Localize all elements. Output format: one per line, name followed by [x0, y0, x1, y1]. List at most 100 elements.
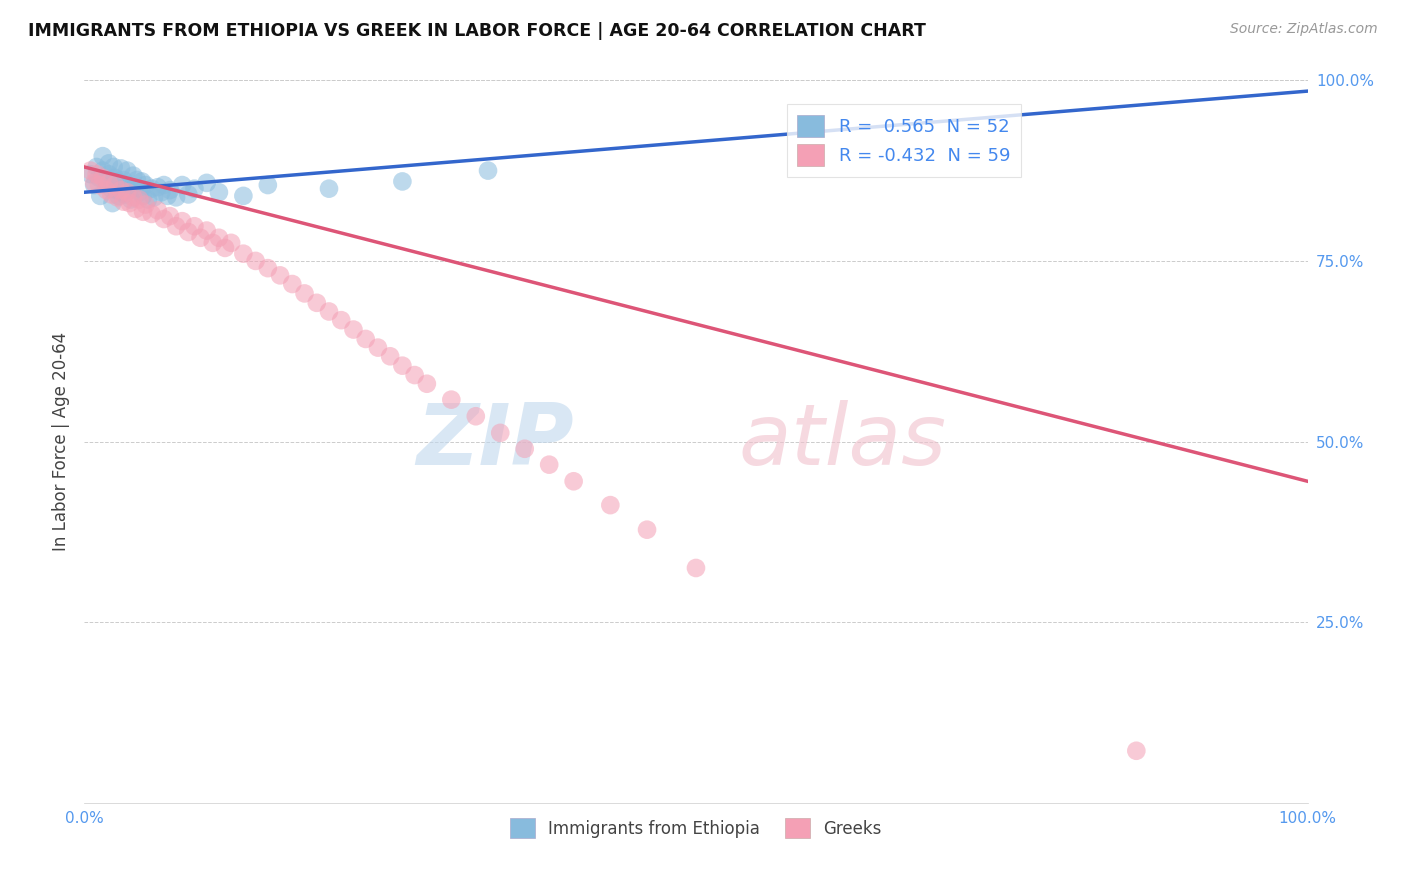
Point: [257, 178, 280, 192]
Point: [159, 183, 181, 197]
Point: [294, 286, 316, 301]
Point: [105, 174, 128, 188]
Point: [135, 197, 157, 211]
Point: [91, 149, 114, 163]
Point: [97, 176, 120, 190]
Point: [416, 376, 439, 391]
Point: [105, 190, 128, 204]
Point: [141, 182, 163, 196]
Point: [87, 178, 110, 192]
Point: [100, 187, 122, 202]
Point: [128, 193, 150, 207]
Point: [122, 190, 145, 204]
Point: [96, 183, 118, 197]
Text: atlas: atlas: [738, 400, 946, 483]
Point: [111, 186, 134, 200]
Point: [153, 178, 176, 192]
Point: [131, 174, 153, 188]
Point: [124, 182, 146, 196]
Point: [104, 170, 127, 185]
Point: [177, 187, 200, 202]
Point: [136, 193, 159, 207]
Y-axis label: In Labor Force | Age 20-64: In Labor Force | Age 20-64: [52, 332, 70, 551]
Point: [132, 204, 155, 219]
Point: [1125, 744, 1147, 758]
Point: [115, 178, 138, 192]
Point: [281, 277, 304, 291]
Point: [330, 313, 353, 327]
Point: [156, 189, 179, 203]
Point: [195, 223, 218, 237]
Point: [367, 341, 389, 355]
Text: ZIP: ZIP: [416, 400, 574, 483]
Text: Source: ZipAtlas.com: Source: ZipAtlas.com: [1230, 22, 1378, 37]
Point: [135, 178, 157, 192]
Point: [118, 183, 141, 197]
Point: [318, 304, 340, 318]
Point: [538, 458, 561, 472]
Point: [115, 163, 138, 178]
Point: [208, 231, 231, 245]
Point: [146, 203, 169, 218]
Point: [177, 225, 200, 239]
Point: [257, 261, 280, 276]
Point: [141, 207, 163, 221]
Point: [104, 178, 127, 192]
Point: [190, 231, 212, 245]
Text: IMMIGRANTS FROM ETHIOPIA VS GREEK IN LABOR FORCE | AGE 20-64 CORRELATION CHART: IMMIGRANTS FROM ETHIOPIA VS GREEK IN LAB…: [28, 22, 927, 40]
Point: [391, 359, 413, 373]
Point: [83, 178, 105, 192]
Point: [214, 241, 236, 255]
Point: [219, 235, 242, 250]
Point: [91, 163, 114, 178]
Point: [86, 167, 108, 181]
Point: [599, 498, 621, 512]
Point: [195, 176, 218, 190]
Point: [232, 189, 254, 203]
Point: [391, 174, 413, 188]
Point: [305, 295, 328, 310]
Point: [112, 173, 135, 187]
Point: [96, 174, 118, 188]
Point: [342, 322, 364, 336]
Point: [183, 182, 205, 196]
Point: [172, 214, 194, 228]
Point: [125, 173, 148, 187]
Point: [143, 190, 166, 204]
Point: [165, 219, 187, 234]
Point: [91, 170, 114, 185]
Point: [125, 202, 148, 216]
Point: [159, 209, 181, 223]
Point: [318, 182, 340, 196]
Point: [146, 180, 169, 194]
Point: [83, 176, 105, 190]
Point: [122, 169, 145, 183]
Point: [118, 196, 141, 211]
Point: [89, 189, 111, 203]
Point: [208, 186, 231, 200]
Point: [404, 368, 426, 382]
Point: [110, 161, 132, 176]
Point: [79, 167, 101, 181]
Point: [110, 183, 132, 197]
Point: [150, 186, 173, 200]
Point: [105, 183, 128, 197]
Point: [183, 219, 205, 234]
Point: [97, 156, 120, 170]
Point: [201, 235, 224, 250]
Point: [101, 196, 124, 211]
Point: [128, 186, 150, 200]
Point: [107, 189, 129, 203]
Point: [464, 409, 486, 424]
Point: [636, 523, 658, 537]
Point: [685, 561, 707, 575]
Point: [354, 332, 377, 346]
Point: [86, 160, 108, 174]
Point: [120, 193, 142, 207]
Point: [562, 475, 585, 489]
Legend: Immigrants from Ethiopia, Greeks: Immigrants from Ethiopia, Greeks: [503, 812, 889, 845]
Point: [79, 163, 101, 178]
Point: [232, 246, 254, 260]
Point: [172, 178, 194, 192]
Point: [103, 160, 125, 174]
